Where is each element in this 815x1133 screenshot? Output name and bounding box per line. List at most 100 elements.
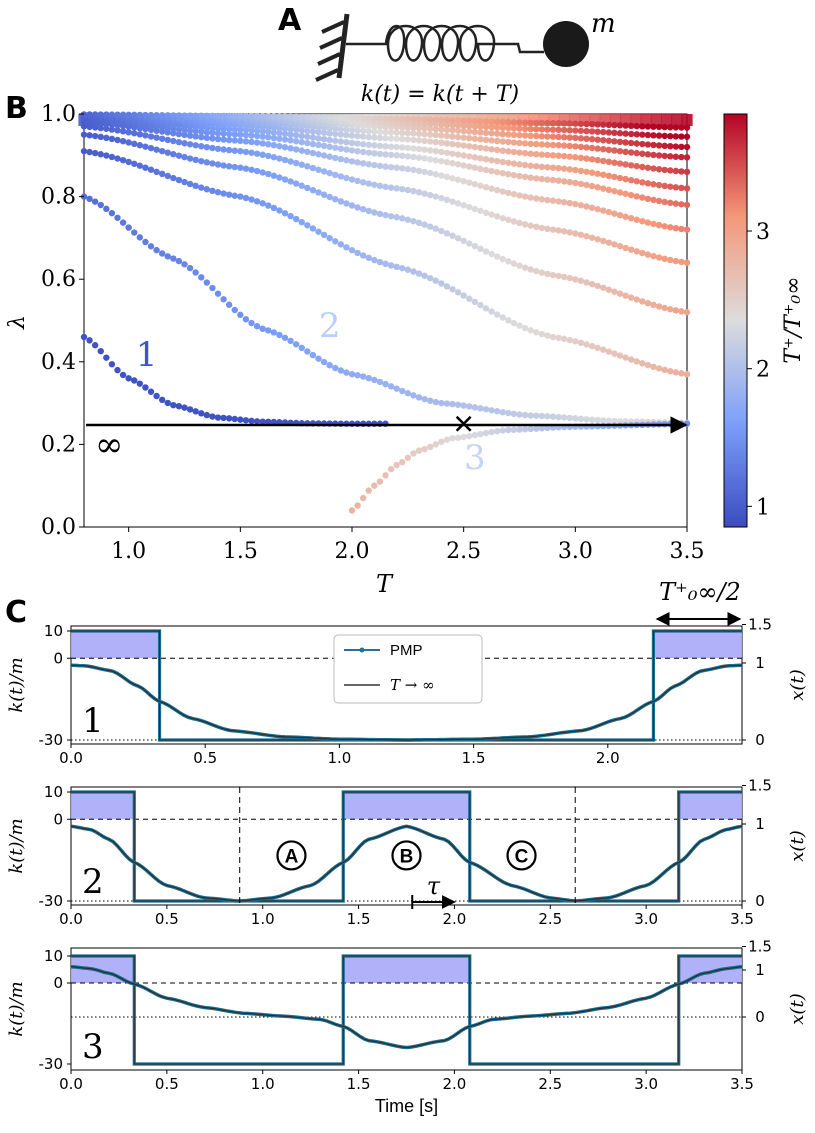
data-point [555,164,562,172]
top-band-strip [589,114,601,126]
data-point [466,432,473,440]
data-point [549,271,557,279]
data-point [544,164,551,171]
data-point [97,111,104,118]
data-point [281,113,289,120]
data-point [265,134,272,141]
data-point [225,136,233,144]
data-point [315,151,322,158]
colorbar-ticks: 1 2 3 [747,220,770,520]
data-point [460,134,467,141]
data-point [454,127,462,134]
data-point [426,116,434,123]
data-point [231,163,238,171]
data-point [655,254,663,261]
data-point [577,415,585,423]
data-point [611,121,618,129]
data-point [326,153,333,160]
data-point [242,112,250,120]
data-point [627,215,635,222]
data-point [499,124,506,132]
data-point [320,142,328,150]
data-point [393,214,400,221]
data-point [387,465,395,473]
data-point [125,224,132,231]
data-point [108,361,116,368]
data-point [521,173,529,181]
data-point [203,129,211,136]
data-point [354,177,361,185]
data-point [237,131,244,138]
data-point [125,375,132,382]
data-point [588,416,596,423]
colorbar-label: T⁺/T⁺₀∞ [781,276,806,363]
data-point [365,133,372,141]
data-point [415,219,423,227]
data-point [678,153,685,161]
data-point [449,400,456,408]
data-point [443,140,451,147]
data-point [225,130,233,138]
data-point [605,146,613,154]
data-point [544,225,551,233]
data-point [488,428,495,436]
data-point [655,221,663,229]
data-point [108,209,116,217]
data-point [393,115,400,123]
data-point [142,111,149,119]
data-point [198,157,205,165]
data-point [298,161,305,168]
data-point [644,180,652,187]
data-point [404,144,412,152]
data-point [454,141,462,148]
data-point [348,115,356,122]
data-point [158,170,166,178]
data-point [359,206,367,213]
data-point [516,172,523,180]
data-point [108,135,116,143]
data-point [309,164,317,172]
row-left-axis-label: k(t)/m [6,657,27,712]
data-point [304,163,311,170]
data-point [588,169,596,176]
data-point [421,130,428,138]
data-point [644,219,652,226]
data-point [505,124,512,132]
data-point [382,211,389,219]
data-point [488,137,495,144]
data-point [158,147,166,155]
data-point [594,344,601,352]
data-point [600,346,607,353]
data-point [315,135,322,142]
data-point [482,184,490,191]
data-point [387,184,395,191]
data-point [248,132,255,139]
data-point [231,147,238,154]
data-point [376,378,384,386]
x-trajectory-limit [70,966,743,1049]
data-point [265,141,272,148]
data-point [164,149,171,156]
data-point [544,151,551,159]
data-point [281,130,289,138]
data-point [343,146,350,153]
row-x-tick-label: 2.5 [538,1075,562,1093]
data-point [449,286,456,293]
row-x-axis-label: Time [s] [375,1096,438,1116]
data-point [97,133,104,141]
data-point [332,238,339,245]
data-point [432,441,439,448]
data-point [667,367,674,375]
data-point [460,117,467,124]
data-point [220,146,227,153]
data-point [426,274,434,282]
data-point [639,249,646,257]
data-point [577,277,585,285]
data-point [164,399,171,407]
data-point [594,136,601,143]
data-point [482,305,490,312]
data-point [622,148,629,156]
panel-a: A m k(t) = k(t + T) [278,3,616,107]
panel-b-axes: 1.0 1.5 2.0 2.5 3.0 3.5 0.0 0.2 0.4 0.6 0.8 1.0 [41,102,705,564]
data-point [510,190,518,198]
